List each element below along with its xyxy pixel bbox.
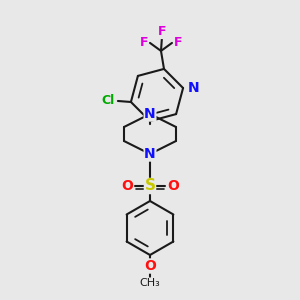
Text: O: O bbox=[167, 179, 179, 193]
Text: F: F bbox=[158, 26, 166, 38]
Text: F: F bbox=[174, 36, 182, 50]
Text: O: O bbox=[121, 179, 133, 193]
Text: Cl: Cl bbox=[101, 94, 115, 107]
Text: S: S bbox=[145, 178, 155, 194]
Text: F: F bbox=[140, 36, 148, 50]
Text: N: N bbox=[144, 107, 156, 121]
Text: N: N bbox=[188, 81, 200, 95]
Text: N: N bbox=[144, 147, 156, 161]
Text: CH₃: CH₃ bbox=[140, 278, 160, 288]
Text: O: O bbox=[144, 259, 156, 273]
